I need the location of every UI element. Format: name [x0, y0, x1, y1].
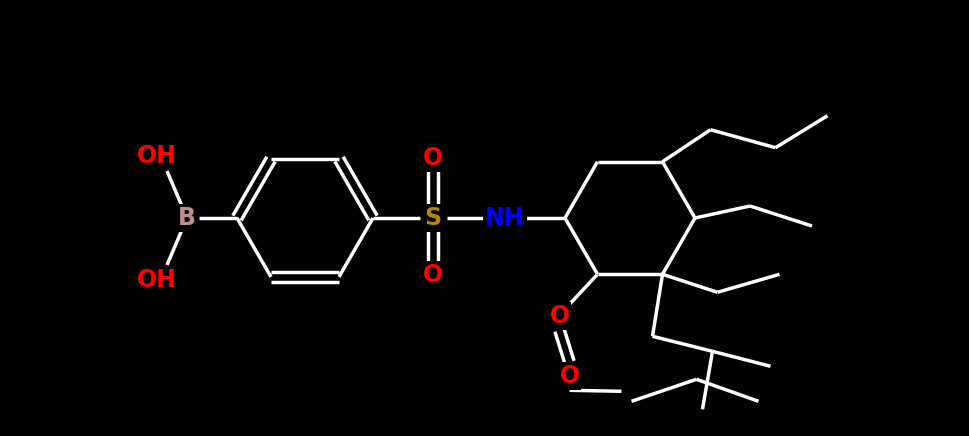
Text: OH: OH: [137, 144, 177, 168]
Text: O: O: [422, 146, 443, 170]
Text: O: O: [549, 304, 570, 328]
Text: S: S: [424, 206, 442, 230]
Text: OH: OH: [137, 268, 177, 292]
Text: O: O: [559, 364, 579, 388]
Text: O: O: [422, 263, 443, 287]
Text: NH: NH: [485, 206, 525, 230]
Text: B: B: [178, 206, 196, 230]
